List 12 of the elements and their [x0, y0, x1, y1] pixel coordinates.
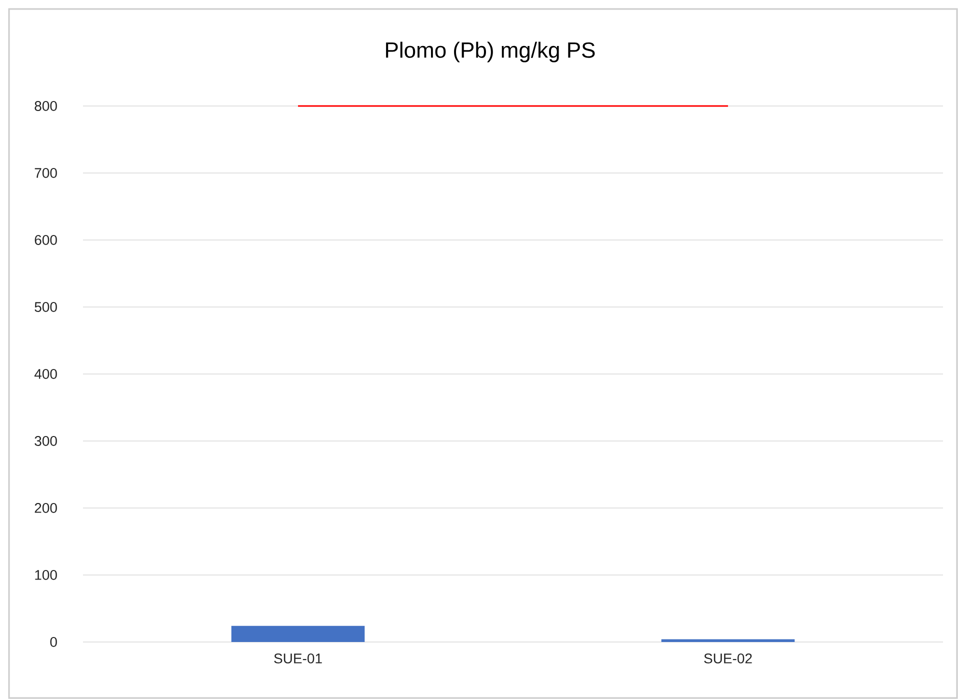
- y-tick-label: 400: [34, 369, 57, 379]
- y-tick-label: 800: [34, 101, 57, 111]
- chart-title: Plomo (Pb) mg/kg PS: [386, 42, 595, 62]
- x-tick-label: SUE-01: [274, 654, 322, 664]
- y-tick-label: 600: [34, 235, 57, 245]
- y-tick-label: 700: [34, 168, 57, 178]
- y-tick-label: 100: [35, 570, 57, 580]
- y-tick-label: 500: [34, 302, 57, 312]
- y-tick-label: 200: [34, 503, 57, 513]
- x-tick-label: SUE-02: [704, 654, 752, 664]
- y-tick-label: 300: [34, 436, 57, 446]
- y-tick-label: 0: [50, 637, 57, 647]
